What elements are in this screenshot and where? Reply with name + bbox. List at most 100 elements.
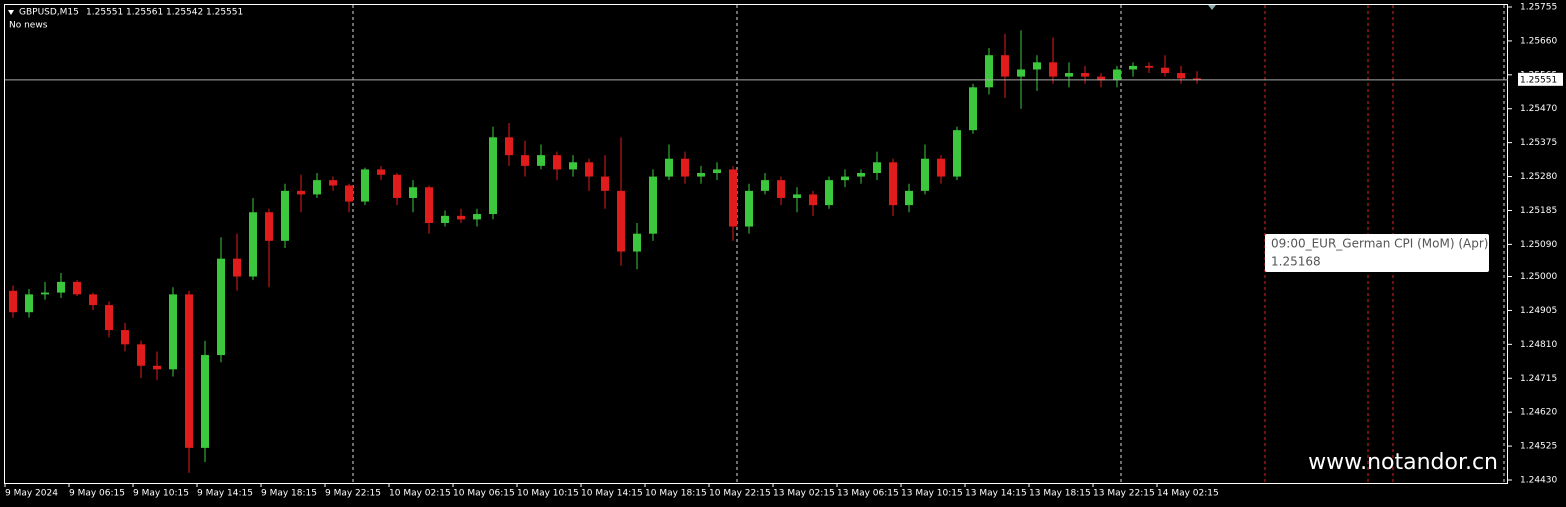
candle-body <box>1081 73 1089 77</box>
x-tick-label: 9 May 22:15 <box>325 489 381 499</box>
candle-body <box>265 212 273 241</box>
header-price: 1.25551 <box>206 8 243 18</box>
candle-body <box>1193 78 1201 80</box>
candle-body <box>1017 69 1025 77</box>
candle-body <box>617 190 625 252</box>
x-tick-label: 10 May 14:15 <box>581 489 643 499</box>
y-tick-label: 1.24810 <box>1520 340 1557 350</box>
tooltip-box <box>1265 234 1489 272</box>
candle-body <box>921 158 929 191</box>
candle-body <box>1145 65 1153 68</box>
y-tick-label: 1.24620 <box>1520 408 1557 418</box>
candle-body <box>313 180 321 195</box>
candle-body <box>1049 62 1057 77</box>
candle-body <box>825 180 833 206</box>
candle-body <box>521 155 529 166</box>
candle-body <box>1113 69 1121 81</box>
candle-body <box>377 169 385 175</box>
candle-body <box>425 187 433 223</box>
y-tick-label: 1.25280 <box>1520 172 1557 182</box>
candle-body <box>569 162 577 170</box>
candle-body <box>505 137 513 156</box>
candle-body <box>905 190 913 206</box>
x-tick-label: 9 May 18:15 <box>261 489 317 499</box>
candle-body <box>441 215 449 223</box>
candle-body <box>537 155 545 166</box>
y-tick-label: 1.25375 <box>1520 138 1557 148</box>
candle-body <box>409 187 417 198</box>
y-tick-label: 1.24525 <box>1520 442 1557 452</box>
candle-body <box>489 137 497 215</box>
candle-body <box>777 180 785 198</box>
candle-body <box>793 194 801 198</box>
price-label: 1.25551 <box>1520 75 1557 85</box>
candle-body <box>953 130 961 177</box>
candle-body <box>137 344 145 366</box>
tooltip-title: 09:00_EUR_German CPI (MoM) (Apr) <box>1271 237 1488 251</box>
candle-body <box>1161 67 1169 74</box>
x-tick-label: 10 May 02:15 <box>389 489 451 499</box>
candle-body <box>281 190 289 241</box>
candle-body <box>1001 55 1009 77</box>
candle-body <box>233 258 241 277</box>
candle-body <box>1097 76 1105 81</box>
candle-body <box>1033 62 1041 70</box>
candle-body <box>601 176 609 191</box>
candle-body <box>857 172 865 177</box>
x-tick-label: 9 May 2024 <box>5 489 58 499</box>
candle-body <box>169 294 177 370</box>
price-label-box <box>1518 72 1563 86</box>
y-tick-label: 1.24905 <box>1520 306 1557 316</box>
candle-body <box>969 87 977 131</box>
y-tick-label: 1.25660 <box>1520 36 1557 46</box>
tooltip-value: 1.25168 <box>1271 255 1321 269</box>
x-tick-label: 9 May 06:15 <box>69 489 125 499</box>
x-tick-label: 10 May 18:15 <box>645 489 707 499</box>
candle-body <box>473 214 481 220</box>
candle-body <box>745 190 753 227</box>
x-tick-label: 9 May 10:15 <box>133 489 189 499</box>
candle-body <box>73 281 81 295</box>
x-tick-label: 13 May 18:15 <box>1029 489 1091 499</box>
x-tick-label: 13 May 22:15 <box>1093 489 1155 499</box>
candle-body <box>329 180 337 186</box>
candle-body <box>25 294 33 313</box>
candle-body <box>841 176 849 181</box>
candle-body <box>681 158 689 177</box>
x-tick-label: 9 May 14:15 <box>197 489 253 499</box>
y-tick-label: 1.24430 <box>1520 476 1557 486</box>
candle-body <box>1065 73 1073 77</box>
x-tick-label: 10 May 06:15 <box>453 489 515 499</box>
y-tick-label: 1.24715 <box>1520 374 1557 384</box>
y-tick-label: 1.25185 <box>1520 206 1557 216</box>
y-tick-label: 1.25000 <box>1520 272 1557 282</box>
candle-body <box>361 169 369 202</box>
x-tick-label: 13 May 14:15 <box>965 489 1027 499</box>
candle-body <box>1177 73 1185 79</box>
subtitle: No news <box>9 21 48 31</box>
candle-body <box>121 330 129 345</box>
candle-body <box>345 185 353 202</box>
candle-body <box>457 215 465 220</box>
candle-body <box>985 55 993 88</box>
header-price: 1.25551 <box>86 8 123 18</box>
candle-body <box>57 281 65 293</box>
candle-body <box>889 162 897 206</box>
candle-body <box>393 174 401 198</box>
x-tick-label: 13 May 02:15 <box>773 489 835 499</box>
candle-body <box>201 355 209 448</box>
y-tick-label: 1.25755 <box>1520 3 1557 13</box>
x-tick-label: 14 May 02:15 <box>1157 489 1219 499</box>
x-tick-label: 10 May 10:15 <box>517 489 579 499</box>
candle-body <box>633 233 641 252</box>
menu-arrow[interactable] <box>8 10 14 15</box>
candle-body <box>41 292 49 295</box>
x-tick-label: 13 May 10:15 <box>901 489 963 499</box>
candle-body <box>665 158 673 177</box>
candle-body <box>553 155 561 170</box>
x-tick-label: 13 May 06:15 <box>837 489 899 499</box>
candle-body <box>249 212 257 277</box>
shift-marker <box>1208 5 1216 10</box>
